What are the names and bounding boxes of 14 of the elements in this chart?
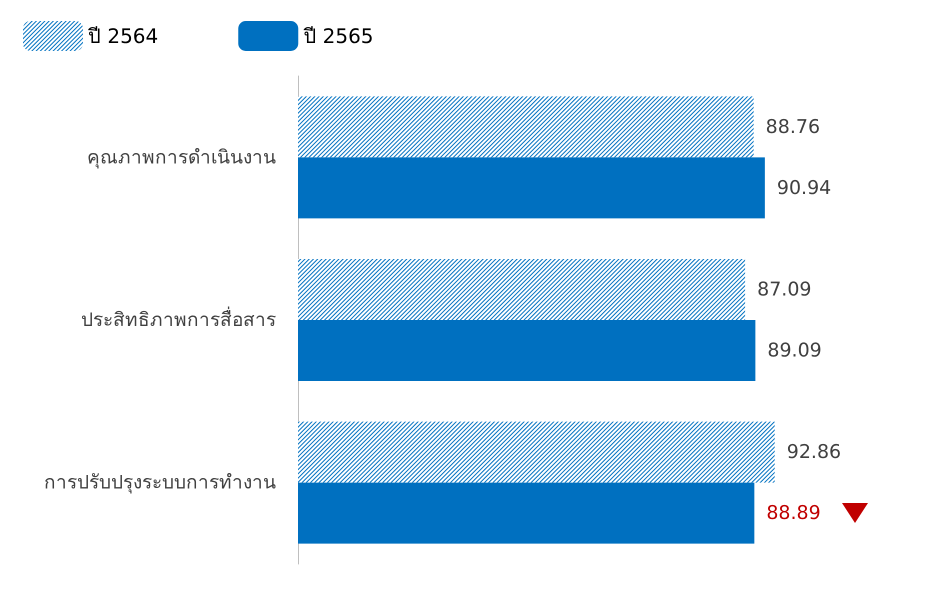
- y-tick-label: คุณภาพการดำเนินงาน: [87, 146, 276, 170]
- y-tick-label: ประสิทธิภาพการสื่อสาร: [81, 306, 276, 331]
- data-label: 89.09: [767, 340, 822, 362]
- bar: [298, 157, 765, 218]
- legend-label: ปี 2564: [88, 24, 158, 48]
- bar: [298, 320, 756, 381]
- legend-label: ปี 2565: [303, 24, 374, 48]
- bar: [298, 482, 754, 544]
- data-label: 88.76: [766, 116, 820, 138]
- y-tick-label: การปรับปรุงระบบการทำงาน: [44, 472, 276, 495]
- data-label: 92.86: [786, 441, 842, 464]
- data-label: 90.94: [776, 176, 832, 199]
- data-label: 87.09: [757, 278, 812, 300]
- data-label: 88.89: [766, 502, 821, 524]
